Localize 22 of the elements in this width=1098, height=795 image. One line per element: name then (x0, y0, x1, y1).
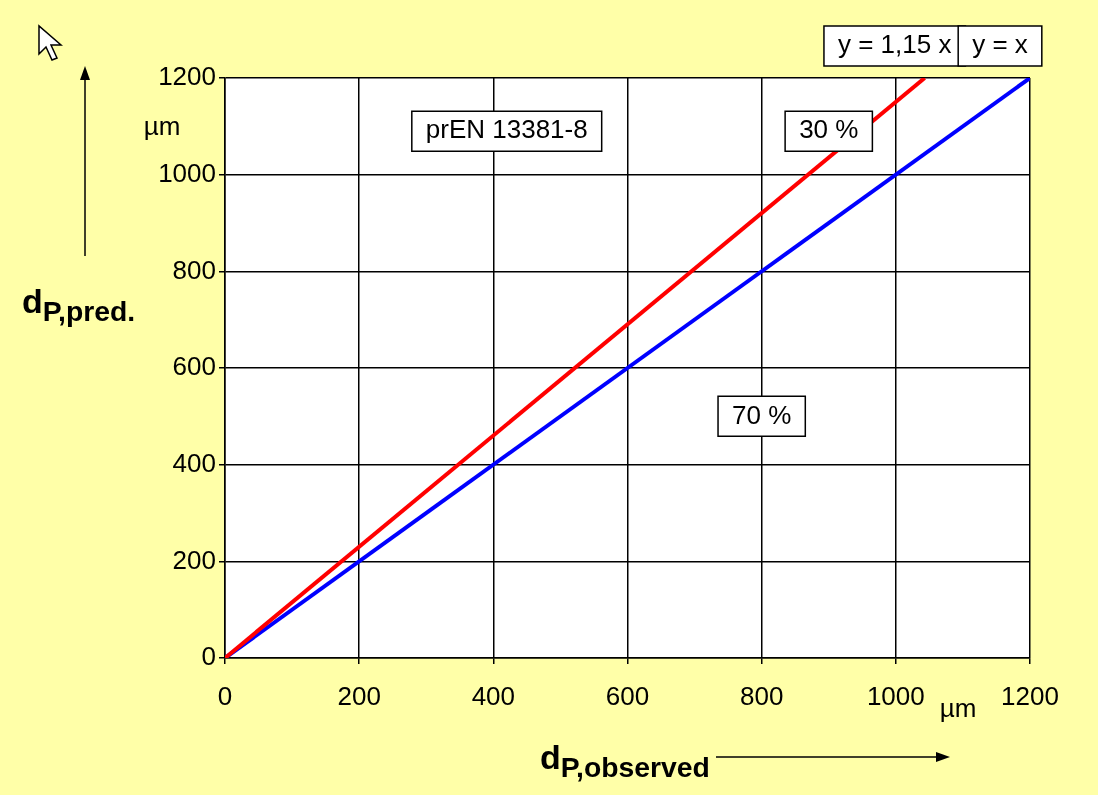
x-axis-title: d$_{P,observed}$ (540, 738, 710, 784)
text: µm (939, 693, 977, 724)
x-tick-label: 1000 (866, 680, 925, 711)
y-tick-label: 1200 (158, 61, 216, 92)
x-tick-label: 600 (605, 680, 650, 711)
y-tick-label: 400 (172, 447, 216, 478)
x-tick-label: 400 (471, 680, 516, 711)
series-label: y = x (972, 29, 1028, 60)
y-axis-title: d$_{P,pred.}$ (22, 282, 136, 328)
annotation: 70 % (732, 399, 792, 430)
x-tick-label: 200 (337, 680, 381, 711)
series-label: y = 1,15 x (837, 29, 952, 60)
y-tick-label: 0 (201, 641, 216, 672)
x-tick-label: 800 (739, 680, 784, 711)
x-tick-label: 1200 (1001, 680, 1059, 711)
y-tick-label: 600 (172, 351, 216, 382)
y-tick-label: 1000 (158, 157, 216, 188)
annotation: prEN 13381-8 (425, 114, 588, 145)
text: µm (143, 111, 181, 142)
annotation: 30 % (799, 114, 859, 145)
y-tick-label: 800 (172, 254, 216, 285)
y-tick-label: 200 (172, 544, 216, 575)
